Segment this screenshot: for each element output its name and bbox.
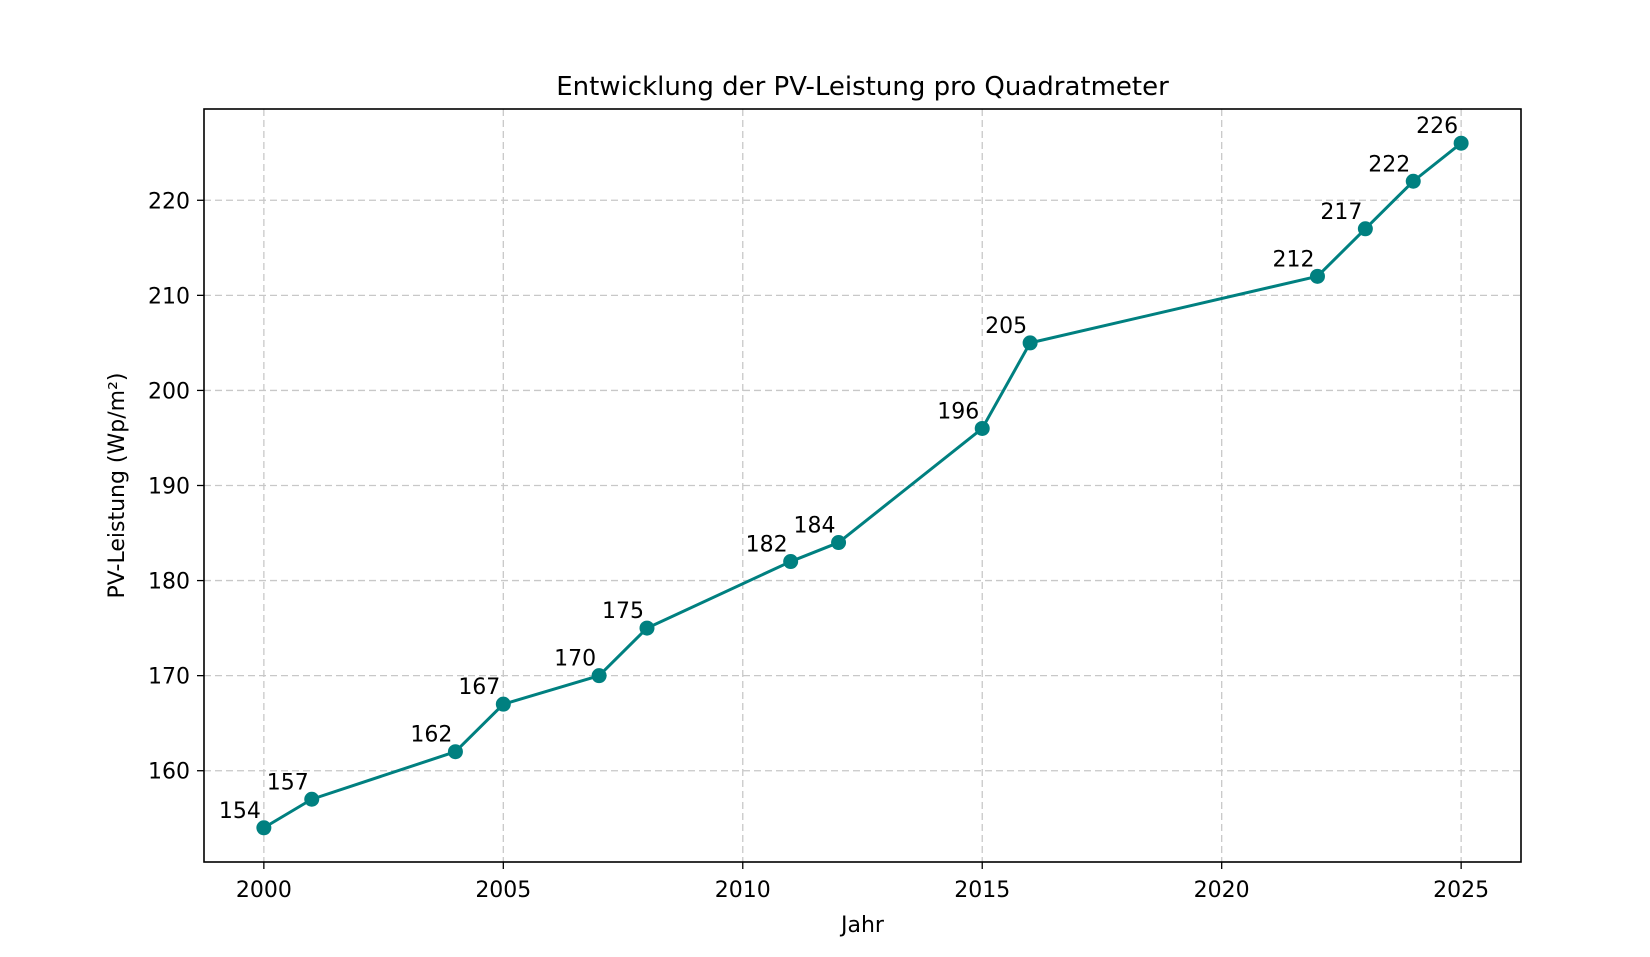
- data-label: 154: [219, 799, 261, 824]
- data-label: 162: [410, 723, 452, 748]
- data-label: 205: [985, 314, 1027, 339]
- x-tick-label: 2010: [715, 878, 771, 903]
- data-point: [1405, 173, 1421, 189]
- grid: [204, 109, 1521, 862]
- y-tick-label: 170: [148, 665, 190, 690]
- x-tick-label: 2000: [236, 878, 292, 903]
- x-tick-label: 2015: [954, 878, 1010, 903]
- y-tick-label: 210: [148, 284, 190, 309]
- data-point: [256, 820, 272, 836]
- data-label: 217: [1320, 200, 1362, 225]
- y-axis-label: PV-Leistung (Wp/m²): [105, 373, 130, 599]
- data-label: 226: [1416, 114, 1458, 139]
- data-point: [591, 668, 607, 684]
- plot-frame: [203, 108, 1522, 863]
- data-label: 196: [937, 399, 979, 424]
- data-point: [1022, 335, 1038, 351]
- x-tick-label: 2020: [1194, 878, 1250, 903]
- data-label: 167: [458, 675, 500, 700]
- data-label: 157: [267, 770, 309, 795]
- data-point: [783, 554, 799, 570]
- data-point: [304, 791, 320, 807]
- data-point: [831, 535, 847, 551]
- data-point: [639, 620, 655, 636]
- y-tick-label: 190: [148, 475, 190, 500]
- data-point: [1309, 268, 1325, 284]
- y-tick-label: 160: [148, 760, 190, 785]
- x-tick-label: 2005: [475, 878, 531, 903]
- data-label: 184: [794, 514, 836, 539]
- data-point: [1453, 135, 1469, 151]
- data-point: [974, 420, 990, 436]
- axis-ticks: 2000 2005 2010 2015 2020 2025 160 170 180 190 200 2…: [148, 189, 1489, 903]
- x-tick-label: 2025: [1433, 878, 1489, 903]
- y-tick-label: 220: [148, 189, 190, 214]
- y-tick-label: 200: [148, 379, 190, 404]
- data-label: 212: [1272, 247, 1314, 272]
- y-tick-label: 180: [148, 570, 190, 595]
- data-label: 222: [1368, 152, 1410, 177]
- data-label: 182: [746, 533, 788, 558]
- data-point: [1357, 221, 1373, 237]
- data-label: 175: [602, 599, 644, 624]
- data-label: 170: [554, 647, 596, 672]
- chart-title: Entwicklung der PV-Leistung pro Quadratm…: [556, 72, 1169, 102]
- data-point: [447, 744, 463, 760]
- x-axis-label: Jahr: [839, 913, 885, 938]
- data-point: [495, 696, 511, 712]
- series-line: [263, 142, 1463, 830]
